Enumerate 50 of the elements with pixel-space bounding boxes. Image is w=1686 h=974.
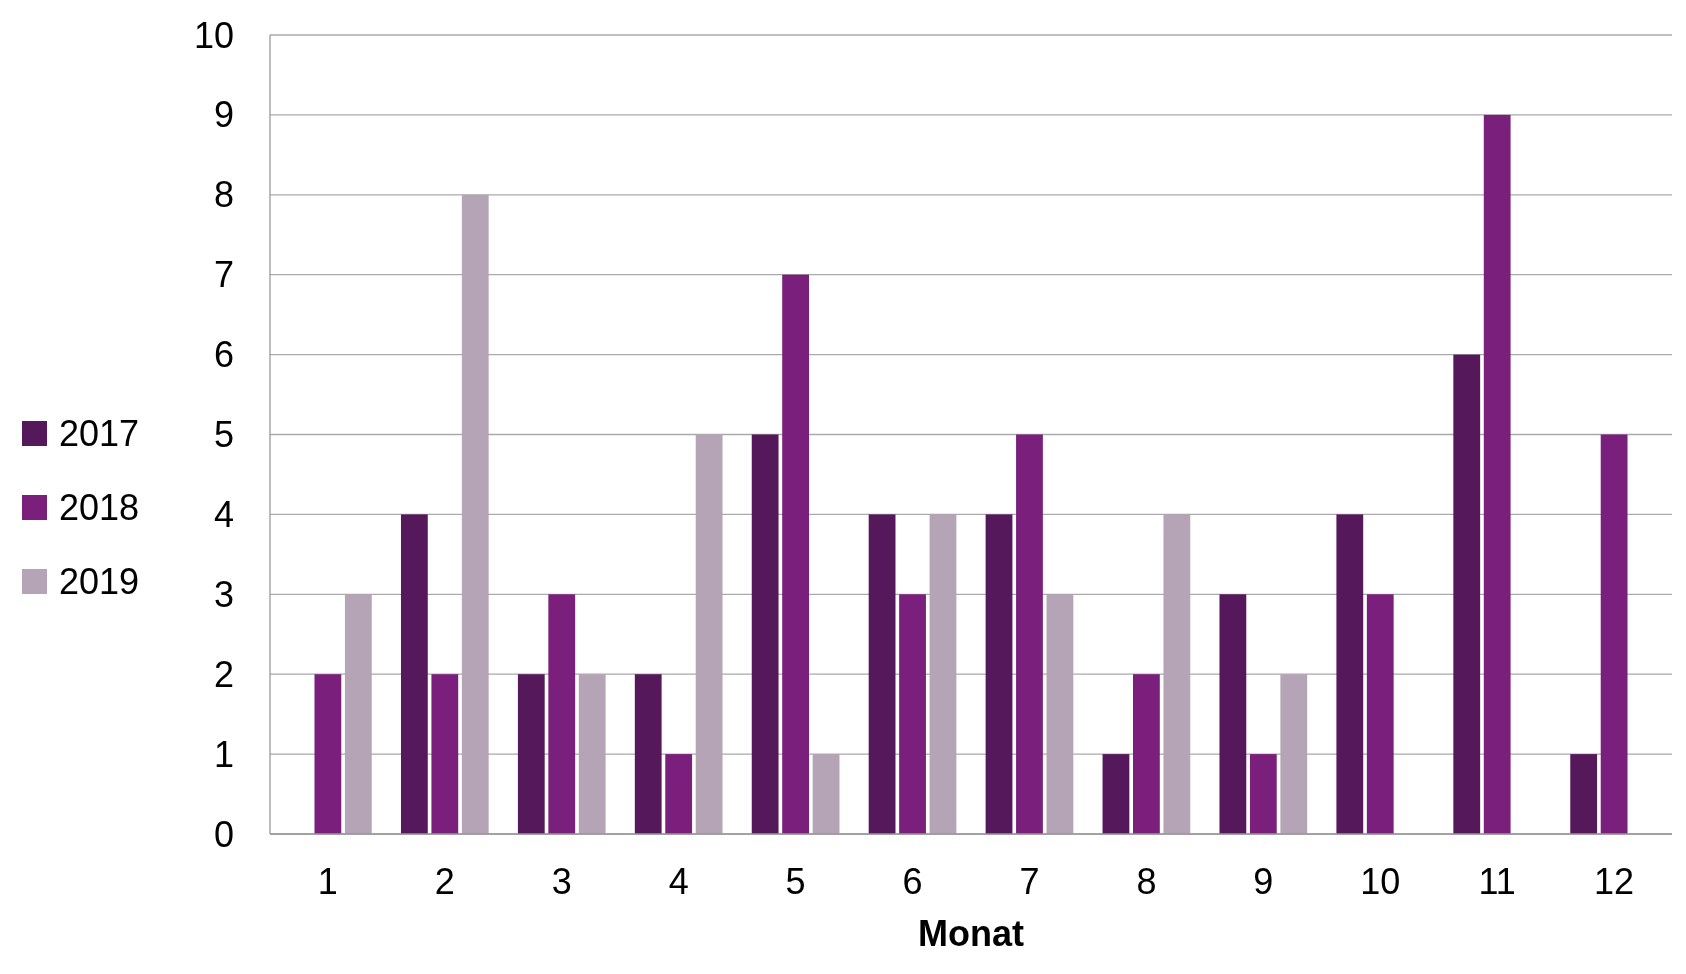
bar (1016, 434, 1043, 834)
x-tick-label: 1 (317, 861, 338, 902)
bar (1219, 594, 1247, 834)
bar (517, 674, 545, 834)
bar (1336, 514, 1364, 834)
bar (1570, 754, 1598, 834)
x-tick-label: 5 (785, 861, 806, 902)
y-tick-label: 10 (193, 14, 234, 56)
bar (1249, 754, 1277, 834)
bar (634, 674, 662, 834)
bar (868, 514, 896, 834)
legend-label: 2019 (59, 560, 140, 602)
bar (1453, 354, 1481, 834)
bar (782, 274, 809, 834)
x-tick-label: 8 (1136, 861, 1157, 902)
legend-label: 2017 (59, 412, 140, 454)
bar (431, 674, 459, 834)
bar (985, 514, 1013, 834)
y-tick-label: 7 (213, 254, 234, 296)
y-tick-label: 6 (213, 334, 234, 376)
legend-label: 2018 (59, 486, 140, 528)
bar (899, 594, 926, 834)
y-tick-label: 3 (213, 573, 234, 615)
x-tick-label: 9 (1253, 861, 1274, 902)
x-axis-title: Monat (918, 913, 1024, 954)
bar (314, 674, 342, 834)
x-tick-label: 7 (1019, 861, 1040, 902)
x-tick-label: 11 (1478, 861, 1516, 902)
y-tick-label: 8 (213, 174, 234, 216)
x-tick-label: 10 (1360, 861, 1401, 902)
bar (1133, 674, 1160, 834)
x-tick-label: 2 (434, 861, 455, 902)
y-tick-label: 2 (213, 653, 234, 695)
x-tick-label: 4 (668, 861, 689, 902)
bar (1366, 594, 1394, 834)
x-tick-label: 3 (551, 861, 572, 902)
bar (1600, 434, 1628, 834)
y-tick-label: 5 (213, 414, 234, 455)
bar (400, 514, 428, 834)
x-tick-label: 6 (902, 861, 923, 902)
bar (1483, 114, 1511, 834)
x-tick-label: 12 (1594, 861, 1635, 902)
bar (548, 594, 576, 834)
y-tick-label: 4 (213, 493, 234, 535)
bar (665, 754, 693, 834)
y-tick-label: 0 (213, 813, 234, 855)
y-tick-label: 9 (213, 94, 234, 136)
y-tick-label: 1 (213, 733, 234, 775)
bar (751, 434, 779, 834)
bar (1102, 754, 1130, 834)
